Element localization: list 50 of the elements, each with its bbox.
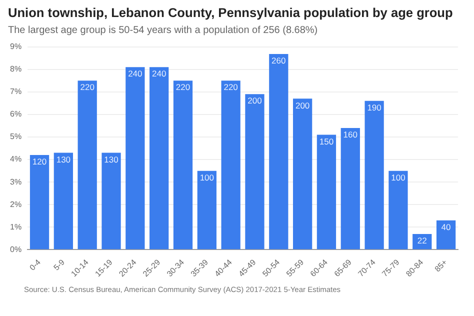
bar	[364, 100, 384, 250]
y-tick-label: 0%	[10, 244, 22, 254]
bar	[102, 152, 121, 250]
bar	[269, 54, 288, 250]
annotation: 40	[441, 222, 452, 232]
y-tick-label: 3%	[10, 177, 22, 186]
y-tick-label: 1%	[10, 222, 22, 232]
annotation: 100	[391, 172, 406, 182]
annotation: 240	[128, 68, 143, 79]
annotation: 160	[343, 130, 358, 140]
bar	[78, 80, 97, 250]
bar	[245, 94, 264, 250]
annotation: 120	[32, 156, 47, 167]
annotation: 200	[248, 96, 262, 106]
bar	[436, 220, 456, 250]
annotation: 190	[367, 102, 382, 113]
y-tick-label: 8%	[10, 64, 22, 74]
y-tick-label: 7%	[10, 87, 22, 96]
x-tick-label: 0-4	[28, 257, 43, 272]
annotation: 220	[80, 82, 95, 92]
annotation: 150	[319, 136, 334, 146]
annotation: 220	[224, 82, 238, 92]
annotation: 22	[417, 236, 428, 246]
annotation: 100	[200, 172, 214, 182]
annotation: 240	[152, 68, 166, 79]
bar	[150, 67, 169, 250]
annotation: 130	[104, 154, 119, 164]
bar	[197, 170, 216, 250]
annotation: 220	[176, 82, 190, 92]
bar	[126, 67, 145, 250]
y-tick-label: 4%	[10, 154, 22, 164]
annotation: 260	[272, 56, 286, 66]
annotation: 130	[56, 154, 71, 164]
bar	[293, 98, 312, 250]
y-tick-label: 9%	[10, 42, 22, 52]
bar	[340, 128, 360, 250]
annotation: 200	[295, 100, 310, 110]
y-tick-label: 2%	[10, 200, 22, 209]
chart-title: Union township, Lebanon County, Pennsylvania population by age group	[8, 5, 453, 20]
bar	[173, 80, 193, 250]
bar	[54, 152, 73, 250]
bar	[30, 155, 50, 250]
y-tick-label: 5%	[10, 132, 22, 142]
x-tick-label: 5-9	[52, 257, 67, 272]
x-tick-label: 85+	[433, 258, 450, 274]
chart-subtitle: The largest age group is 50-54 years with a population of 256 (8.68%)	[8, 25, 318, 36]
bar	[221, 80, 240, 250]
bar	[316, 134, 336, 250]
y-tick-label: 6%	[10, 110, 22, 119]
bar	[388, 170, 408, 250]
